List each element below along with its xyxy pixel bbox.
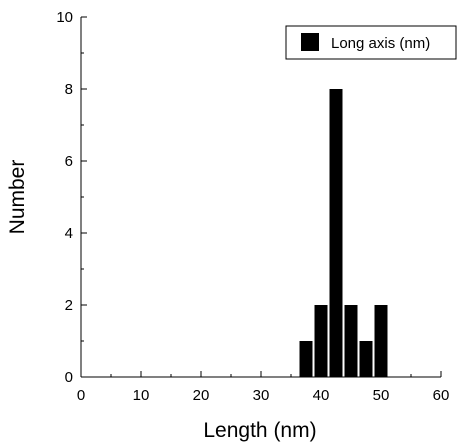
x-tick-label-6: 60: [433, 387, 450, 404]
ticks-group: 0 10 20 30 40 50 60 0 2 4 6 8 10: [56, 9, 449, 404]
y-tick-label-2: 4: [65, 225, 73, 242]
legend: Long axis (nm): [285, 25, 457, 60]
x-tick-label-0: 0: [77, 387, 85, 404]
bars-group: [299, 89, 388, 377]
x-tick-label-3: 30: [253, 387, 270, 404]
bar-4: [359, 341, 373, 377]
x-tick-label-5: 50: [373, 387, 390, 404]
y-tick-label-3: 6: [65, 153, 73, 170]
bar-5: [374, 305, 388, 377]
y-tick-label-5: 10: [56, 9, 73, 26]
legend-label: Long axis (nm): [331, 35, 430, 52]
legend-swatch: [301, 33, 319, 51]
bar-2: [329, 89, 343, 377]
x-tick-label-2: 20: [193, 387, 210, 404]
bar-1: [314, 305, 328, 377]
y-tick-label-1: 2: [65, 297, 73, 314]
x-tick-label-4: 40: [313, 387, 330, 404]
x-axis-title: Length (nm): [203, 419, 316, 442]
x-tick-label-1: 10: [133, 387, 150, 404]
y-axis-title: Number: [6, 160, 29, 235]
y-tick-label-4: 8: [65, 81, 73, 98]
bar-0: [299, 341, 313, 377]
y-tick-label-0: 0: [65, 369, 73, 386]
bar-3: [344, 305, 358, 377]
